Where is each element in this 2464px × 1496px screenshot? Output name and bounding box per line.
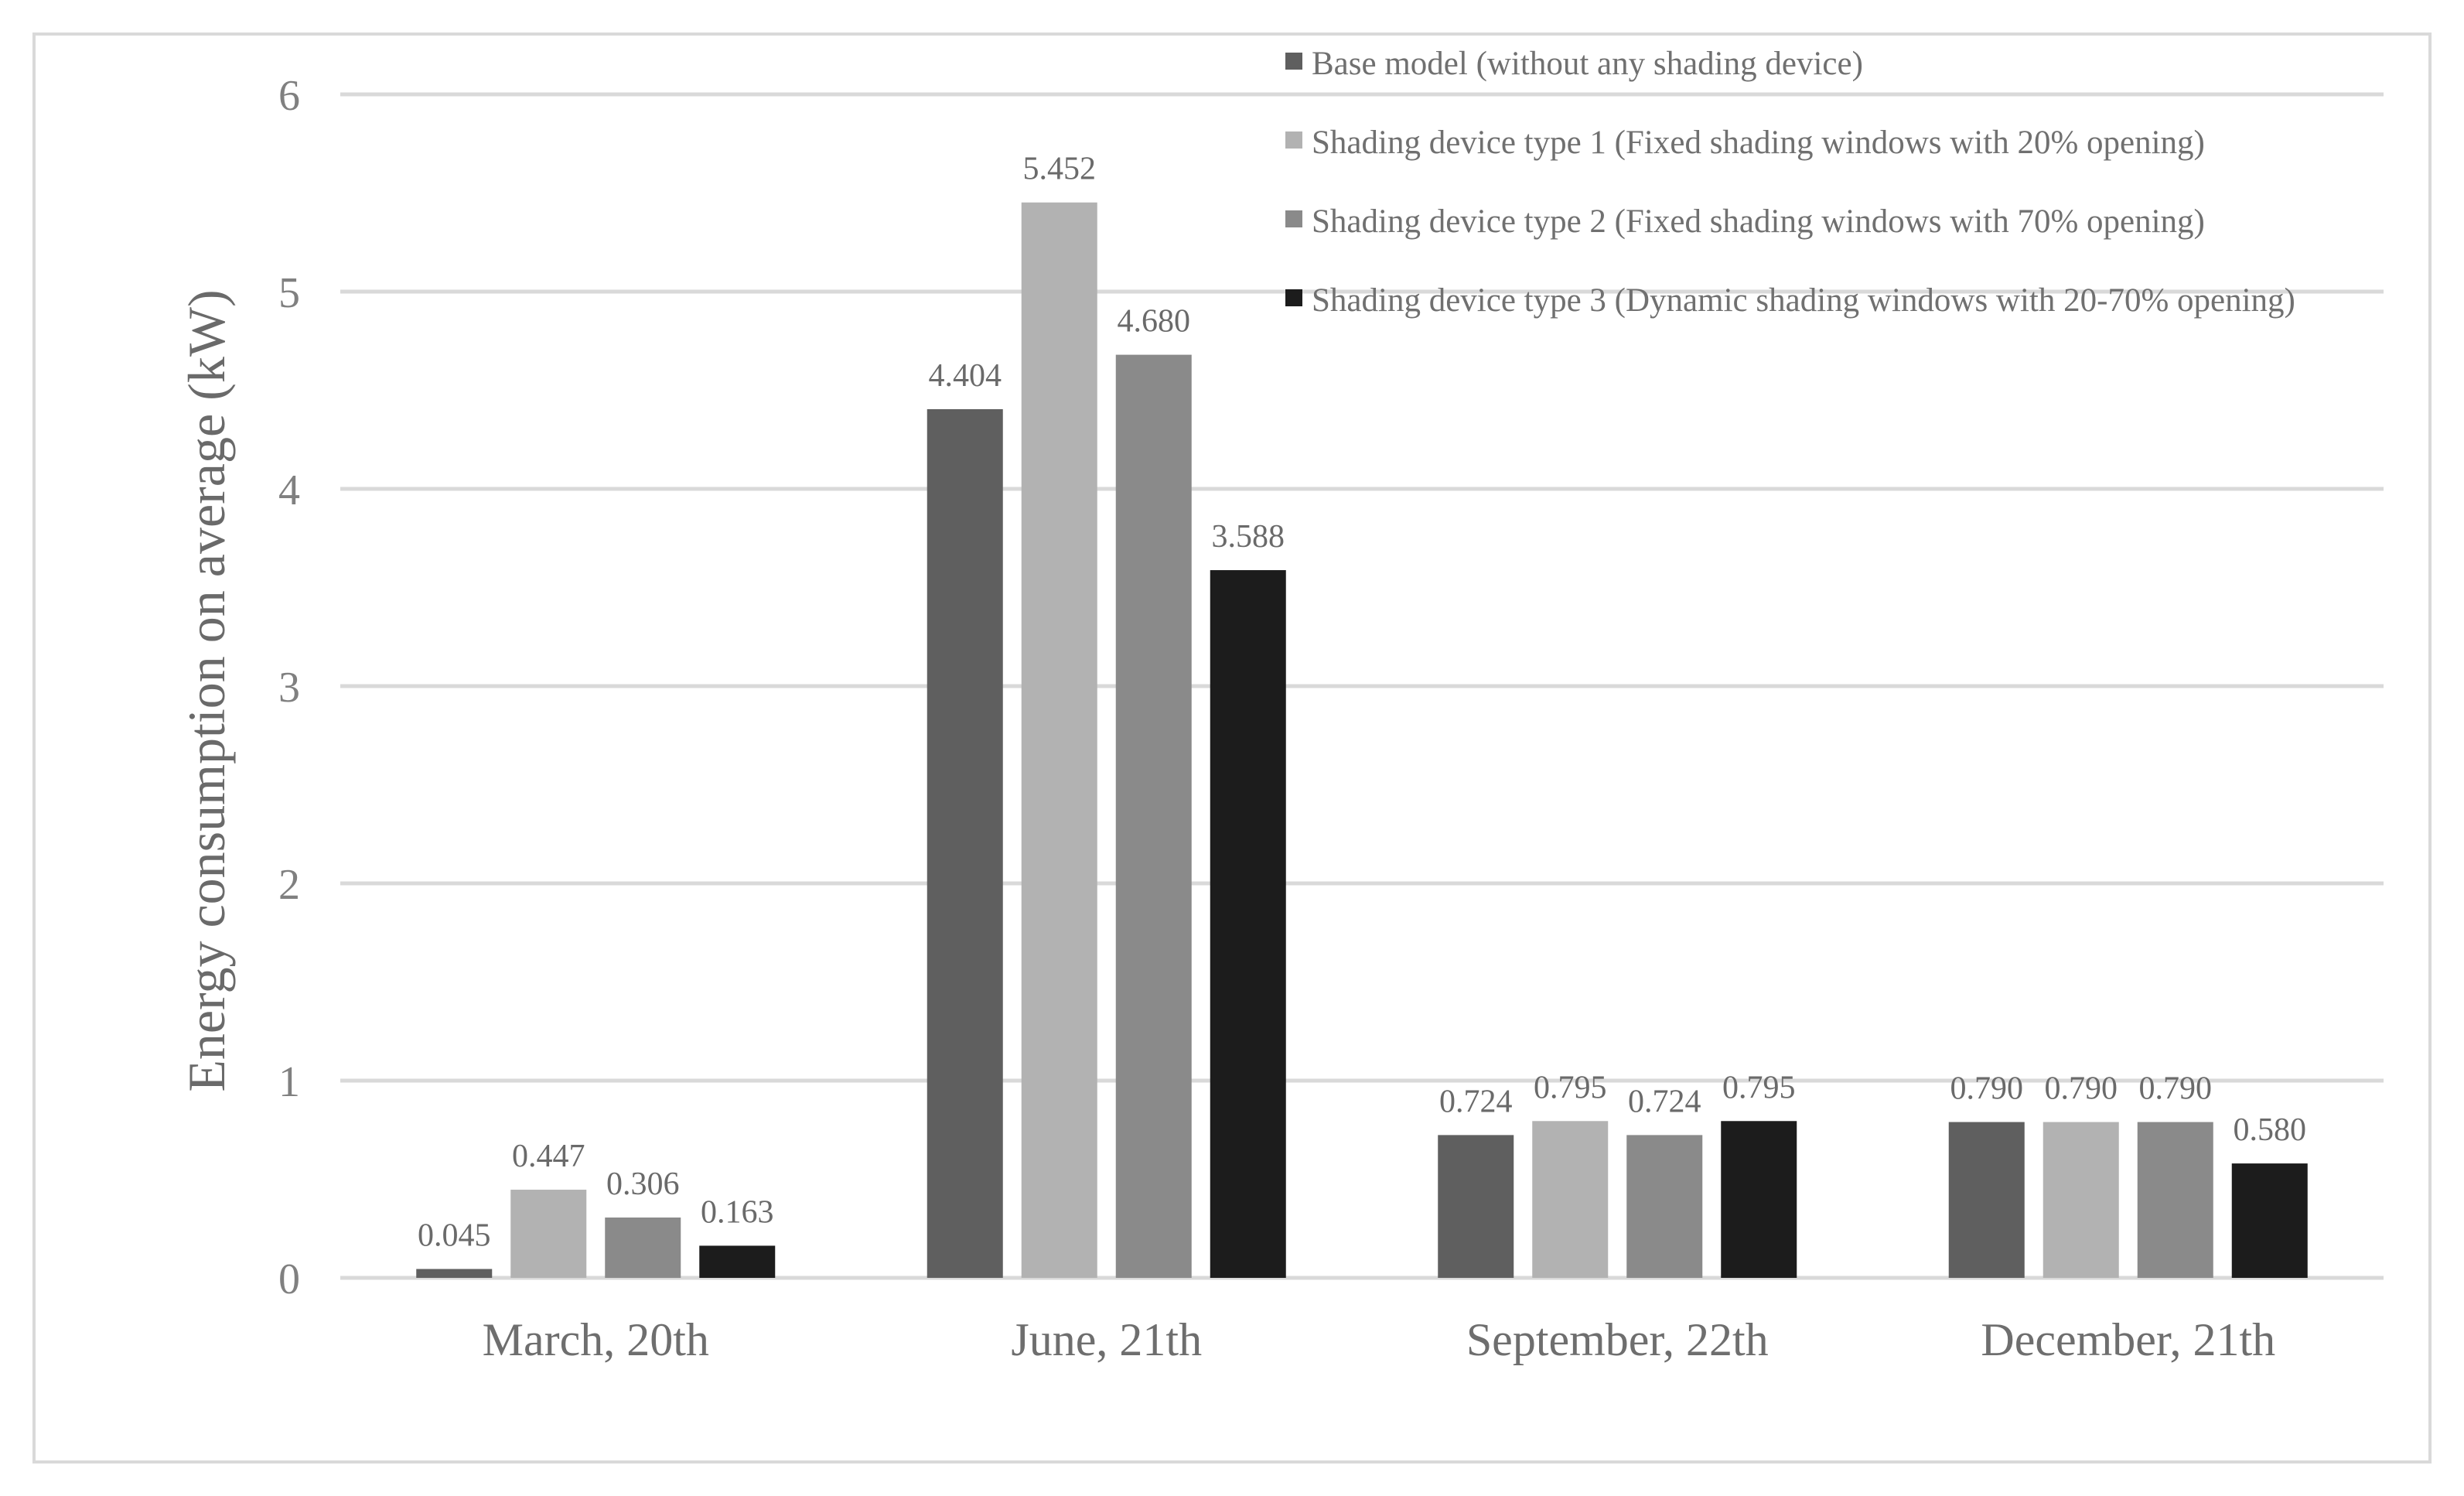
bar	[2137, 1122, 2213, 1278]
legend-swatch	[1285, 53, 1302, 70]
legend-swatch	[1285, 289, 1302, 306]
data-label: 0.795	[1534, 1070, 1607, 1105]
legend-entry: Base model (without any shading device)	[1312, 46, 1863, 82]
legend-entry: Shading device type 1 (Fixed shading win…	[1312, 125, 2205, 161]
legend-swatch	[1285, 210, 1302, 227]
bar	[605, 1217, 681, 1278]
bar	[1210, 570, 1286, 1278]
bar	[1532, 1121, 1609, 1278]
bars	[416, 202, 2308, 1279]
legend-swatch	[1285, 131, 1302, 149]
y-axis-tick-labels: 0 1 2 3 4 5 6	[278, 72, 300, 1303]
legend-entry: Shading device type 2 (Fixed shading win…	[1312, 203, 2205, 240]
data-label: 0.580	[2234, 1112, 2307, 1148]
bar	[1626, 1135, 1703, 1278]
data-label: 4.404	[929, 358, 1002, 394]
y-tick-label: 0	[278, 1255, 300, 1303]
data-label: 0.163	[701, 1194, 774, 1230]
bar	[1438, 1135, 1514, 1278]
bar	[1115, 354, 1192, 1279]
bar	[1721, 1121, 1797, 1278]
bar	[416, 1269, 493, 1278]
gridlines	[340, 92, 2384, 1280]
legend-entry: Shading device type 3 (Dynamic shading w…	[1312, 282, 2295, 319]
y-axis-title: Energy consumption on average (kW)	[177, 289, 236, 1091]
y-tick-label: 1	[278, 1058, 300, 1106]
data-label: 0.790	[2139, 1071, 2213, 1107]
data-label: 0.045	[418, 1218, 491, 1254]
y-tick-label: 6	[278, 72, 300, 120]
data-label: 0.724	[1628, 1084, 1701, 1119]
x-category-label: June, 21th	[1011, 1314, 1202, 1365]
x-category-label: March, 20th	[483, 1314, 709, 1365]
data-label: 5.452	[1023, 152, 1097, 187]
data-label: 0.795	[1722, 1070, 1796, 1105]
data-label: 0.790	[2045, 1071, 2118, 1107]
data-labels: 0.045 0.447 0.306 0.163 4.404 5.452 4.680 3.588…	[418, 152, 2306, 1254]
bar	[927, 408, 1003, 1278]
bar	[510, 1190, 587, 1278]
bar	[2043, 1122, 2119, 1278]
data-label: 4.680	[1118, 304, 1191, 340]
x-category-label: December, 21th	[1981, 1314, 2275, 1365]
y-tick-label: 5	[278, 269, 300, 317]
data-label: 0.447	[512, 1139, 585, 1174]
legend: Base model (without any shading device) S…	[1285, 46, 2295, 319]
bar	[699, 1245, 776, 1278]
bar	[2231, 1163, 2308, 1278]
data-label: 0.306	[606, 1166, 680, 1202]
x-category-label: September, 22th	[1466, 1314, 1769, 1365]
bar	[1948, 1122, 2025, 1278]
data-label: 3.588	[1212, 519, 1285, 555]
data-label: 0.724	[1439, 1084, 1513, 1119]
bar	[1021, 202, 1097, 1278]
y-tick-label: 2	[278, 861, 300, 909]
y-tick-label: 3	[278, 664, 300, 712]
data-label: 0.790	[1950, 1071, 2024, 1107]
x-axis-category-labels: March, 20th June, 21th September, 22th Dece…	[483, 1314, 2276, 1365]
y-tick-label: 4	[278, 466, 300, 514]
